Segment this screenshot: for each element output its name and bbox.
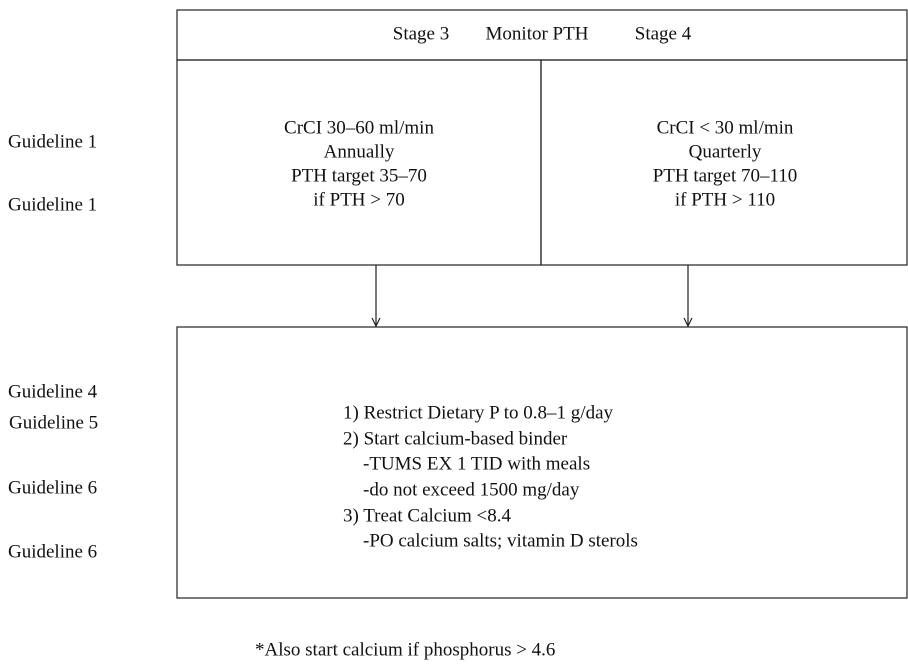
arrow [371,265,381,328]
stage3-box [176,59,542,266]
stage3-line: if PTH > 70 [313,189,404,210]
treatment-line: -TUMS EX 1 TID with meals [363,453,590,474]
stage4-line: Quarterly [689,141,762,162]
stage3-line: CrCI 30–60 ml/min [284,117,434,138]
side-label: Guideline 1 [8,194,97,215]
header-stage4: Stage 4 [635,23,692,44]
stage3-line: Annually [324,141,395,162]
side-label: Guideline 6 [8,477,97,498]
stage4-box [540,59,908,266]
treatment-line: -do not exceed 1500 mg/day [363,479,580,500]
stage4-line: PTH target 70–110 [653,165,798,186]
treatment-line: 3) Treat Calcium <8.4 [343,505,511,526]
header-monitor: Monitor PTH [486,23,589,44]
treatment-line: 1) Restrict Dietary P to 0.8–1 g/day [343,402,613,423]
stage3-line: PTH target 35–70 [291,165,427,186]
arrow [683,265,693,328]
stage4-line: if PTH > 110 [675,189,775,210]
header-stage3: Stage 3 [393,23,449,44]
side-label: Guideline 5 [9,412,98,433]
footnote: *Also start calcium if phosphorus > 4.6 [255,639,555,660]
side-label: Guideline 4 [8,381,98,402]
treatment-line: 2) Start calcium-based binder [343,428,568,449]
stage4-line: CrCI < 30 ml/min [657,117,794,138]
side-label: Guideline 1 [8,131,97,152]
treatment-line: -PO calcium salts; vitamin D sterols [363,530,638,551]
treatment-box [176,326,908,599]
side-label: Guideline 6 [8,541,97,562]
